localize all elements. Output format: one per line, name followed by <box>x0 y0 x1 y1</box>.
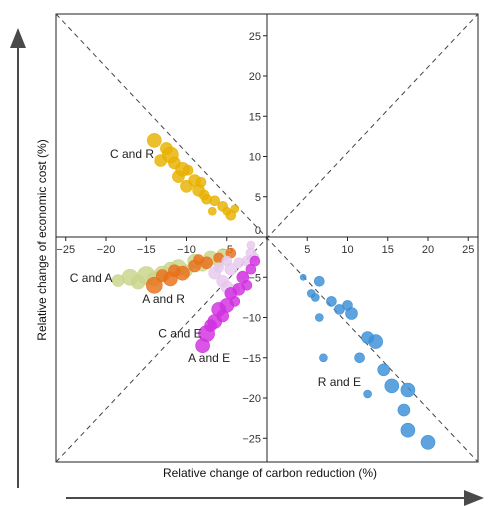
data-point <box>229 296 241 307</box>
series-label: R and E <box>318 375 361 389</box>
data-point <box>306 289 316 298</box>
data-point <box>204 319 217 332</box>
series-label: A and E <box>188 351 230 365</box>
data-point <box>198 189 210 201</box>
x-tick-label: −20 <box>97 244 116 256</box>
x-tick-label: −10 <box>177 244 196 256</box>
data-point <box>160 142 173 155</box>
x-tick-label: 5 <box>304 244 310 256</box>
data-point <box>156 269 169 282</box>
x-tick-label: 20 <box>422 244 434 256</box>
data-point <box>230 204 240 214</box>
tick-labels: −25−20−15−10−5510152025−25−20−15−10−5051… <box>56 31 474 446</box>
data-point <box>216 309 229 323</box>
data-point <box>222 206 232 216</box>
x-tick-label: 25 <box>462 244 474 256</box>
y-tick-label: −15 <box>242 353 261 365</box>
y-tick-label: −20 <box>242 393 261 405</box>
y-tick-label: 25 <box>249 31 261 43</box>
series-label: C and A <box>70 271 113 285</box>
data-point <box>182 164 194 176</box>
data-point <box>299 273 307 281</box>
data-point <box>168 264 181 278</box>
data-point <box>180 180 193 193</box>
data-point <box>154 154 167 167</box>
data-point <box>384 378 400 394</box>
x-axis-title: Relative change of carbon reduction (%) <box>163 466 377 480</box>
data-point <box>368 334 384 349</box>
data-point <box>363 389 372 399</box>
data-points <box>111 133 436 450</box>
data-point <box>249 255 261 267</box>
data-point <box>193 254 204 265</box>
x-tick-label: 15 <box>382 244 394 256</box>
data-point <box>246 240 256 250</box>
data-point <box>377 363 391 377</box>
x-tick-label: 10 <box>341 244 353 256</box>
data-point <box>172 170 185 183</box>
data-point <box>130 274 146 290</box>
data-point <box>314 313 324 322</box>
y-tick-label: 20 <box>249 71 261 83</box>
y-tick-label: −25 <box>242 433 261 445</box>
series-c-and-r <box>147 133 240 221</box>
data-point <box>221 255 233 267</box>
y-tick-label: −5 <box>248 272 261 284</box>
data-point <box>400 422 416 438</box>
data-point <box>420 434 436 450</box>
data-point <box>397 403 411 417</box>
data-point <box>195 177 207 188</box>
data-point <box>354 352 365 364</box>
series-label: C and E <box>158 327 201 341</box>
data-point <box>326 296 337 307</box>
series-a-and-e <box>195 255 261 354</box>
data-point <box>209 195 220 207</box>
data-point <box>345 307 358 320</box>
data-point <box>241 279 253 291</box>
origin-label: 0 <box>255 225 261 237</box>
series-a-and-r <box>146 247 237 294</box>
series-r-and-e <box>299 273 436 450</box>
y-tick-label: −10 <box>242 313 261 325</box>
data-point <box>400 382 416 398</box>
y-tick-label: 15 <box>249 111 261 123</box>
y-axis-title: Relative change of economic cost (%) <box>35 139 49 340</box>
y-tick-label: 5 <box>255 192 261 204</box>
data-point <box>319 353 328 363</box>
data-point <box>334 304 345 315</box>
x-tick-label: −15 <box>137 244 156 256</box>
x-tick-label: −25 <box>56 244 75 256</box>
annotations: C and R C and A A and R C and E A and E R and… <box>70 147 361 389</box>
data-point <box>147 133 162 148</box>
data-point <box>146 276 163 294</box>
data-point <box>213 262 224 273</box>
data-point <box>111 274 125 287</box>
y-tick-label: 10 <box>249 152 261 164</box>
data-point <box>208 206 217 216</box>
data-point <box>313 275 325 287</box>
series-label: A and R <box>142 292 185 306</box>
series-label: C and R <box>110 147 154 161</box>
